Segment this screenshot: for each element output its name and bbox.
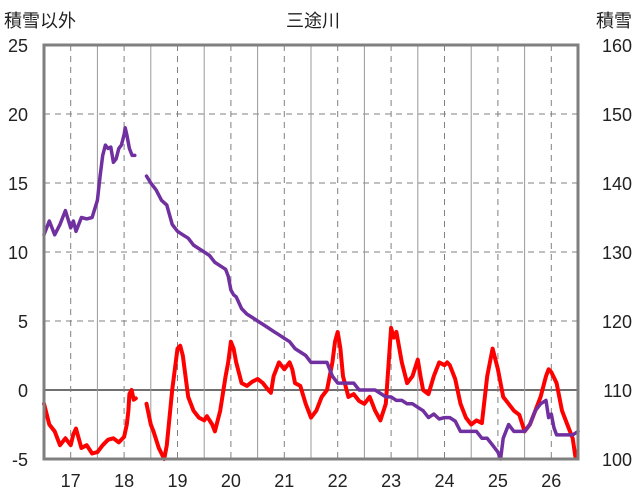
y-right-tick-label: 110 (603, 381, 632, 401)
series-layer (42, 126, 580, 461)
y-left-tick-label: 15 (8, 174, 28, 194)
y-right-axis-title: 積雪 (596, 11, 632, 31)
y-right-tick-label: 140 (602, 174, 632, 194)
x-tick-label: 26 (541, 471, 561, 491)
x-tick-labels: 17 18 19 20 21 22 23 24 25 26 (61, 471, 562, 491)
y-right-tick-label: 150 (602, 105, 632, 125)
y-left-tick-label: 20 (8, 105, 28, 125)
y-left-tick-label: 10 (8, 243, 28, 263)
plot-frame (42, 43, 580, 461)
x-tick-label: 22 (328, 471, 348, 491)
red-series-line (42, 388, 138, 456)
y-right-tick-label: 120 (602, 312, 632, 332)
x-tick-label: 18 (114, 471, 134, 491)
x-tick-label: 20 (221, 471, 241, 491)
y-left-tick-label: 0 (18, 381, 28, 401)
y-right-tick-label: 130 (602, 243, 632, 263)
y-left-tick-labels: 25 20 15 10 5 0 -5 (8, 36, 28, 470)
x-tick-label: 25 (488, 471, 508, 491)
x-tick-label: 24 (434, 471, 454, 491)
y-left-tick-label: 5 (18, 312, 28, 332)
y-right-tick-label: 160 (602, 36, 632, 56)
chart-title: 三途川 (286, 11, 340, 31)
y-left-tick-label: -5 (12, 450, 28, 470)
x-tick-label: 23 (381, 471, 401, 491)
y-right-tick-label: 100 (602, 450, 632, 470)
x-tick-label: 17 (61, 471, 81, 491)
purple-series-line (144, 174, 580, 461)
purple-series-line (42, 126, 137, 237)
y-right-tick-labels: 160 150 140 130 120 110 100 (602, 36, 632, 470)
x-tick-label: 21 (274, 471, 294, 491)
red-series-line (144, 325, 578, 461)
y-left-tick-label: 25 (8, 36, 28, 56)
x-tick-label: 19 (167, 471, 187, 491)
y-left-axis-title: 積雪以外 (4, 11, 76, 31)
